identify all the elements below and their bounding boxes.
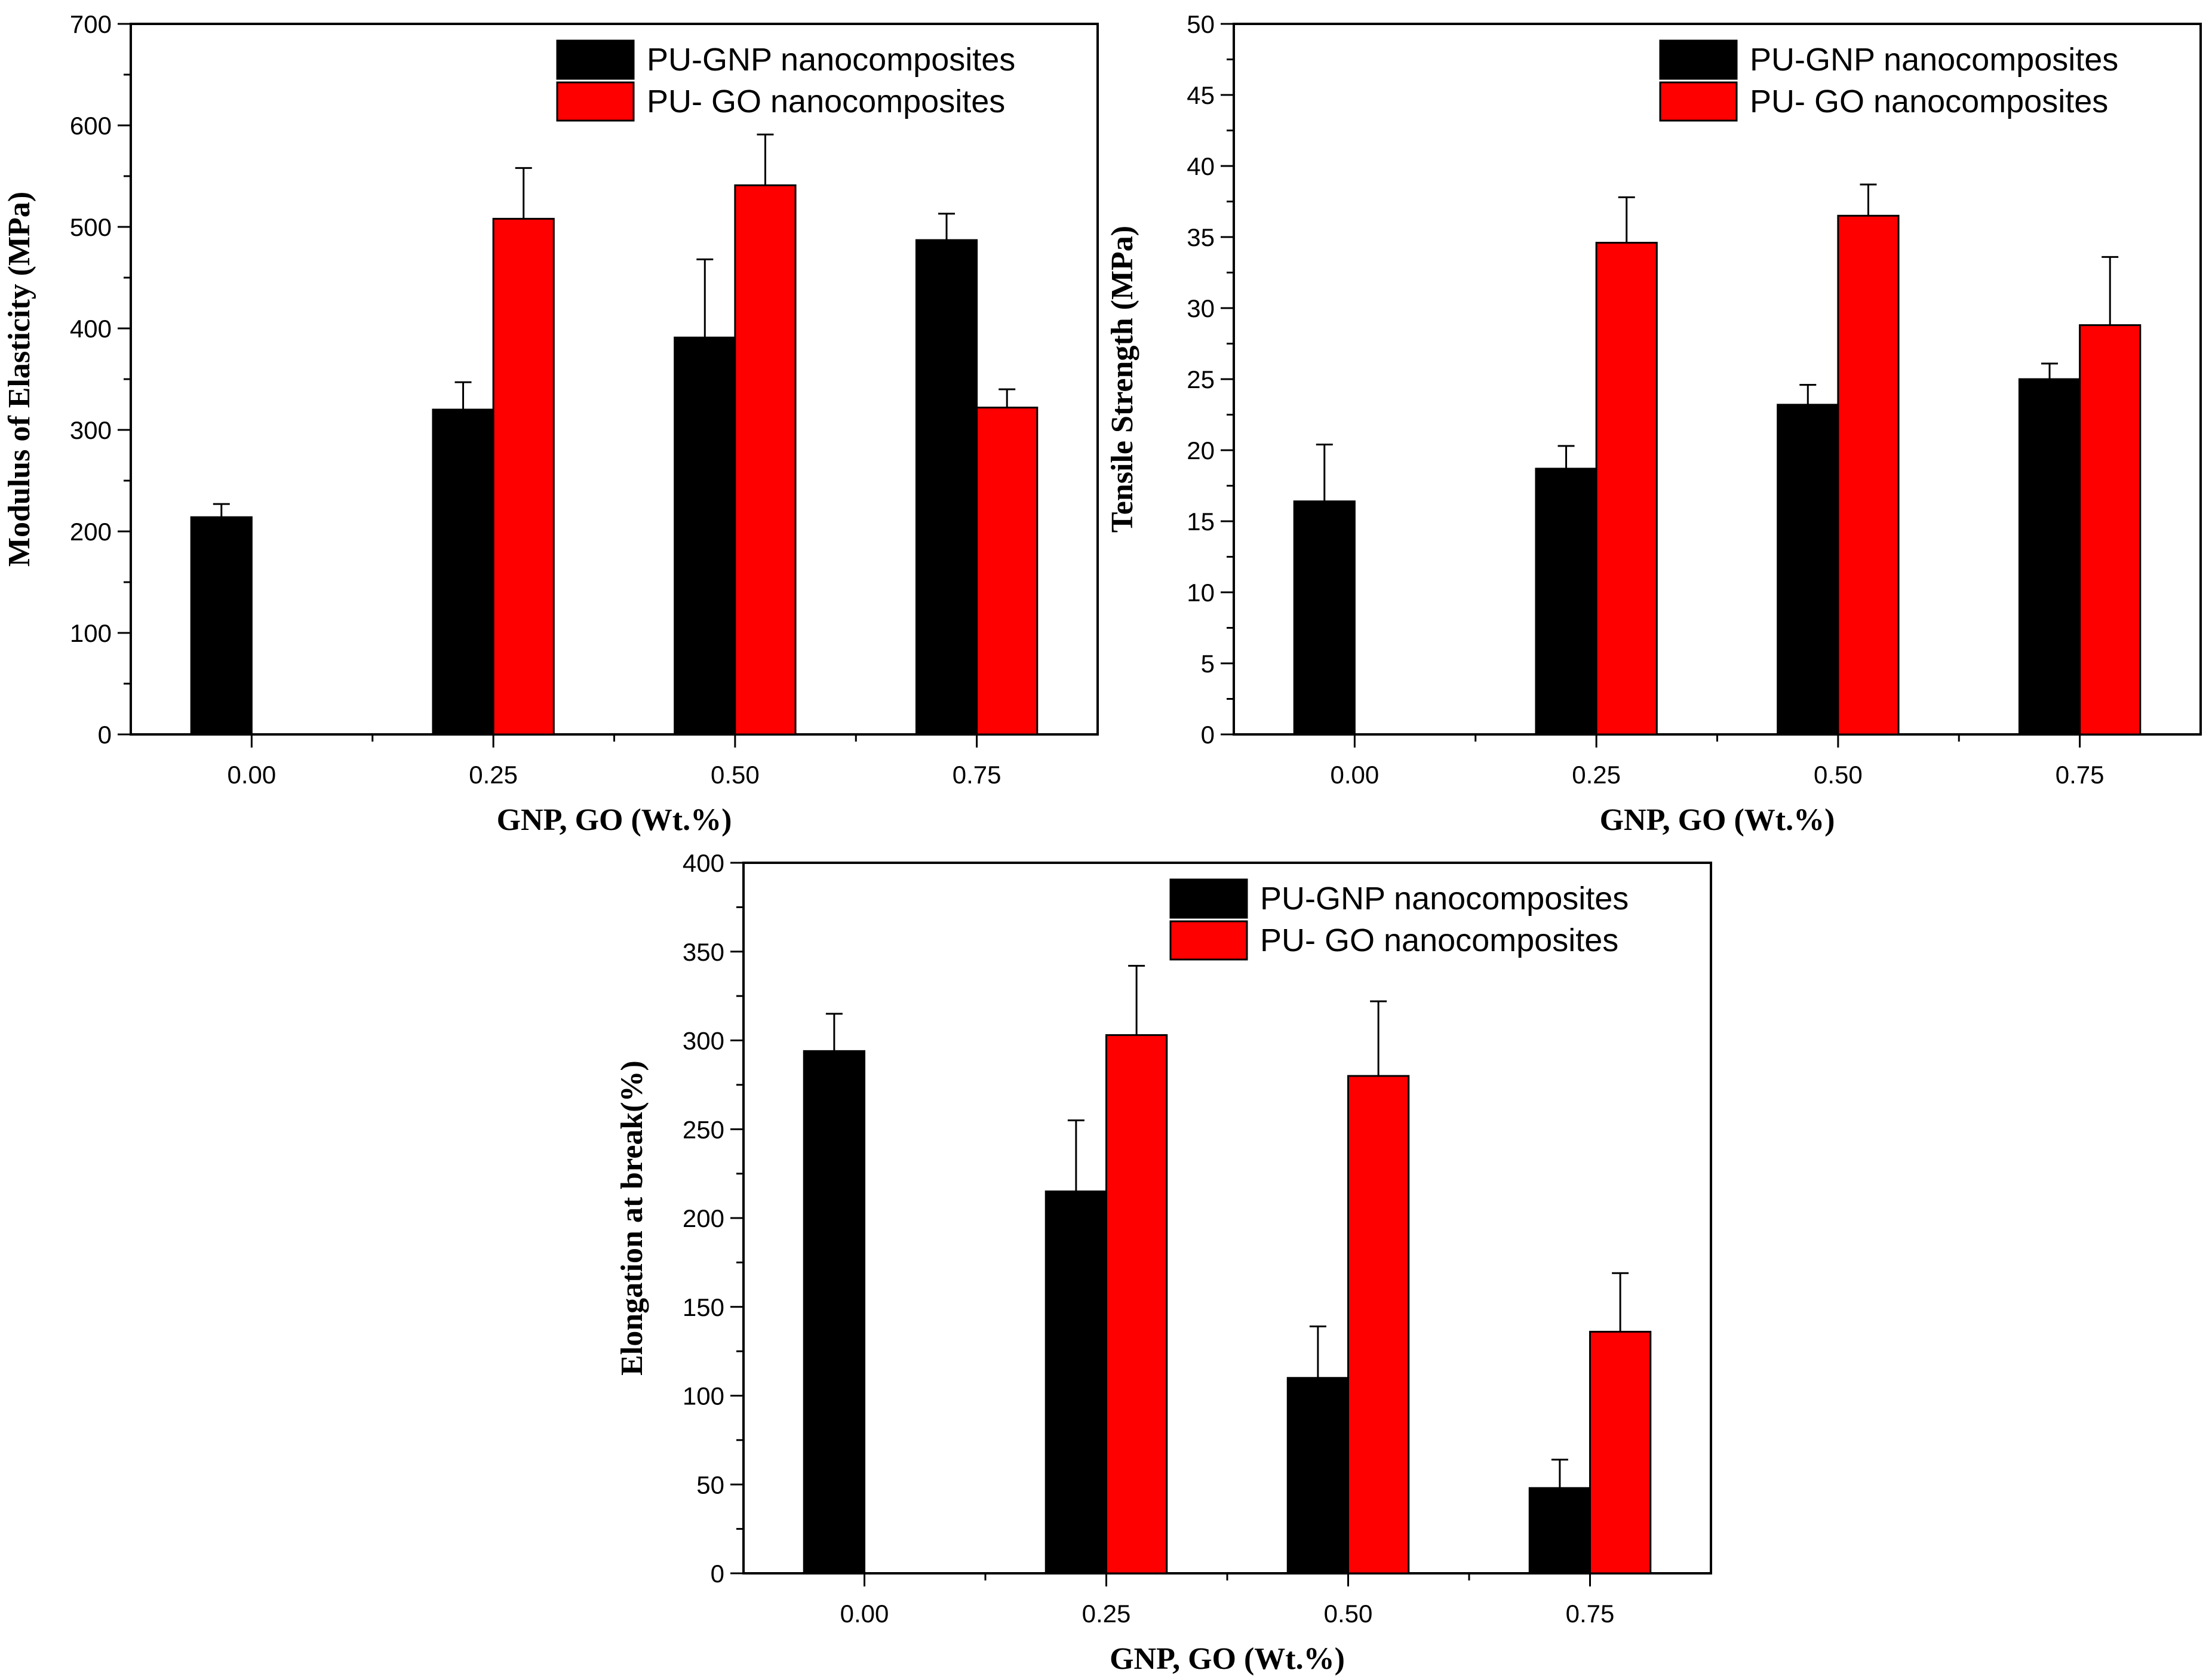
chart2-y-tick-label: 400 — [683, 849, 724, 877]
chart2-y-tick-label: 200 — [683, 1204, 724, 1232]
chart1-x-axis-title: GNP, GO (Wt.%) — [1600, 803, 1835, 837]
chart0-bar-pu-gnp-nanocomposites-0-25 — [432, 408, 494, 736]
chart2-y-tick-label: 250 — [683, 1115, 724, 1143]
chart1-y-tick-label: 15 — [1187, 508, 1215, 536]
chart1-bar-pu-go-nanocomposites-0-75 — [2079, 324, 2142, 736]
chart2-x-tick-label-0-25: 0.25 — [1082, 1600, 1131, 1628]
chart0-bar-pu-go-nanocomposites-0-75 — [976, 407, 1039, 736]
chart1-x-tick-label-0-50: 0.50 — [1814, 761, 1863, 789]
chart2-y-tick-label: 100 — [683, 1382, 724, 1410]
chart2-x-tick-label-0-50: 0.50 — [1324, 1600, 1373, 1628]
chart2-x-tick-label-0-75: 0.75 — [1566, 1600, 1615, 1628]
chart1-x-tick-label-0-25: 0.25 — [1572, 761, 1621, 789]
chart1-y-tick-label: 45 — [1187, 81, 1215, 109]
chart0-bar-pu-gnp-nanocomposites-0-00 — [190, 516, 253, 736]
chart0-y-axis-title: Modulus of Elasticity (MPa) — [2, 192, 36, 567]
chart0-y-tick-label: 200 — [70, 518, 112, 546]
chart2-bar-pu-gnp-nanocomposites-0-25 — [1044, 1190, 1107, 1574]
chart2-y-tick-label: 0 — [711, 1560, 724, 1588]
chart2-plot-frame — [742, 862, 1712, 1574]
chart2-bar-pu-gnp-nanocomposites-0-00 — [803, 1050, 865, 1574]
chart0-y-tick-label: 300 — [70, 416, 112, 444]
chart2-y-tick-label: 300 — [683, 1027, 724, 1055]
chart0-x-tick-label-0-25: 0.25 — [469, 761, 518, 789]
chart1-bar-pu-gnp-nanocomposites-0-50 — [1777, 404, 1839, 736]
chart2-bar-pu-go-nanocomposites-0-25 — [1105, 1034, 1168, 1574]
chart2-bar-pu-gnp-nanocomposites-0-50 — [1286, 1377, 1349, 1574]
chart0-x-axis-title: GNP, GO (Wt.%) — [497, 803, 732, 837]
chart2-bar-pu-go-nanocomposites-0-75 — [1589, 1330, 1652, 1574]
chart1-y-tick-label: 5 — [1201, 650, 1215, 678]
chart0-y-tick-label: 500 — [70, 213, 112, 241]
chart1-y-tick-label: 25 — [1187, 365, 1215, 393]
panel-tensile-strength: 0 5 10 15 20 25 30 35 40 45 50 0.00 0.25 0.50 0.75 GNP,… — [1105, 10, 2202, 837]
chart0-x-tick-label-0-00: 0.00 — [228, 761, 276, 789]
chart1-y-tick-label: 10 — [1187, 579, 1215, 607]
chart2-y-tick-label: 50 — [696, 1471, 724, 1499]
chart1-bar-pu-gnp-nanocomposites-0-00 — [1293, 500, 1356, 736]
chart1-y-axis-title: Tensile Strength (MPa) — [1105, 226, 1139, 533]
chart2-legend-label-pu-gnp-nanocomposites: PU-GNP nanocomposites — [1260, 881, 1629, 917]
chart0-legend-label-pu-go-nanocomposites: PU- GO nanocomposites — [647, 84, 1005, 119]
chart0-x-tick-label-0-75: 0.75 — [953, 761, 1001, 789]
chart0-y-tick-label: 600 — [70, 112, 112, 140]
chart1-bar-pu-gnp-nanocomposites-0-25 — [1535, 468, 1597, 736]
chart2-legend-swatch-pu-gnp-nanocomposites — [1169, 878, 1248, 919]
panel-modulus-of-elasticity: 0 100 200 300 400 500 600 700 0.00 0.25 0.50 0.75 GN… — [2, 10, 1099, 837]
chart1-bar-pu-go-nanocomposites-0-25 — [1595, 242, 1658, 736]
chart2-y-tick-label: 150 — [683, 1293, 724, 1321]
chart1-y-tick-label: 0 — [1201, 721, 1215, 749]
chart0-bar-pu-go-nanocomposites-0-50 — [734, 184, 797, 736]
chart2-x-tick-label-0-00: 0.00 — [840, 1600, 889, 1628]
chart0-legend-swatch-pu-go-nanocomposites — [556, 81, 635, 122]
panel-elongation-at-break: 0 50 100 150 200 250 300 350 400 0.00 0.25 0.50 0.75… — [615, 849, 1712, 1676]
chart0-y-tick-label: 700 — [70, 10, 112, 38]
chart1-legend-label-pu-gnp-nanocomposites: PU-GNP nanocomposites — [1750, 42, 2118, 78]
chart1-y-tick-label: 30 — [1187, 294, 1215, 322]
chart0-bar-pu-gnp-nanocomposites-0-75 — [915, 239, 978, 736]
chart1-y-tick-label: 50 — [1187, 10, 1215, 38]
chart1-x-tick-label-0-75: 0.75 — [2056, 761, 2105, 789]
chart0-y-tick-label: 100 — [70, 619, 112, 647]
chart1-y-tick-label: 35 — [1187, 223, 1215, 251]
chart1-legend-label-pu-go-nanocomposites: PU- GO nanocomposites — [1750, 84, 2108, 119]
chart1-y-tick-label: 40 — [1187, 152, 1215, 180]
chart0-y-tick-label: 400 — [70, 315, 112, 343]
chart0-x-tick-label-0-50: 0.50 — [711, 761, 760, 789]
chart1-bar-pu-go-nanocomposites-0-50 — [1837, 214, 1900, 736]
chart2-legend-swatch-pu-go-nanocomposites — [1169, 920, 1248, 961]
chart1-legend-swatch-pu-go-nanocomposites — [1659, 81, 1738, 122]
chart0-y-tick-label: 0 — [98, 721, 112, 749]
chart2-bar-pu-gnp-nanocomposites-0-75 — [1528, 1487, 1591, 1574]
chart2-y-axis-title: Elongation at break(%) — [615, 1060, 649, 1376]
chart0-bar-pu-gnp-nanocomposites-0-50 — [674, 336, 736, 736]
chart2-bar-pu-go-nanocomposites-0-50 — [1347, 1075, 1410, 1574]
chart0-legend-swatch-pu-gnp-nanocomposites — [556, 39, 635, 80]
chart2-legend-label-pu-go-nanocomposites: PU- GO nanocomposites — [1260, 922, 1618, 958]
chart0-bar-pu-go-nanocomposites-0-25 — [492, 217, 555, 736]
chart2-y-tick-label: 350 — [683, 938, 724, 966]
chart1-legend-swatch-pu-gnp-nanocomposites — [1659, 39, 1738, 80]
chart1-x-tick-label-0-00: 0.00 — [1331, 761, 1380, 789]
chart0-legend-label-pu-gnp-nanocomposites: PU-GNP nanocomposites — [647, 42, 1015, 78]
chart1-y-tick-label: 20 — [1187, 436, 1215, 465]
chart1-bar-pu-gnp-nanocomposites-0-75 — [2018, 378, 2081, 736]
chart2-x-axis-title: GNP, GO (Wt.%) — [1110, 1642, 1345, 1676]
